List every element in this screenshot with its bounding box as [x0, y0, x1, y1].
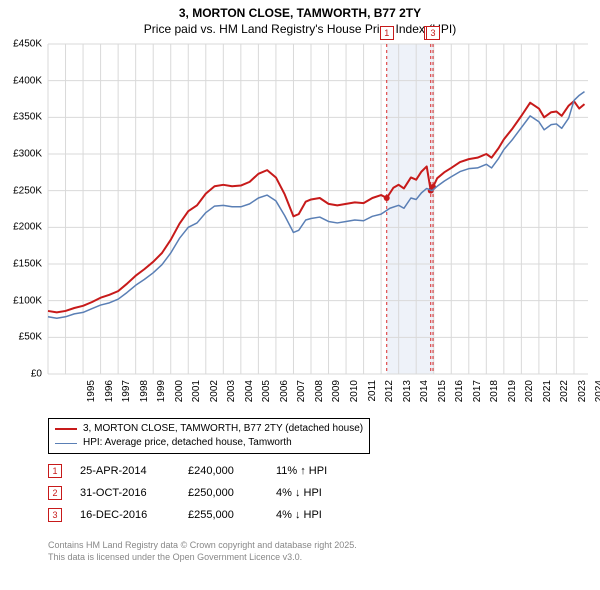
transaction-marker: 1: [48, 464, 62, 478]
x-tick-label: 2023: [577, 380, 588, 420]
y-tick-label: £300K: [0, 149, 42, 160]
x-tick-label: 2005: [261, 380, 272, 420]
x-tick-label: 2002: [209, 380, 220, 420]
x-tick-label: 2019: [507, 380, 518, 420]
x-tick-label: 2016: [454, 380, 465, 420]
legend-swatch: [55, 428, 77, 430]
x-tick-label: 2003: [226, 380, 237, 420]
x-tick-label: 2006: [279, 380, 290, 420]
y-tick-label: £100K: [0, 295, 42, 306]
footnote-line1: Contains HM Land Registry data © Crown c…: [48, 540, 357, 552]
x-tick-label: 2000: [174, 380, 185, 420]
x-tick-label: 1996: [104, 380, 115, 420]
legend-swatch: [55, 443, 77, 444]
chart-container: { "title_line1": "3, MORTON CLOSE, TAMWO…: [0, 0, 600, 590]
legend-item: HPI: Average price, detached house, Tamw…: [55, 436, 363, 450]
chart-marker-1: 1: [380, 26, 394, 40]
transaction-delta: 4% ↓ HPI: [276, 487, 356, 499]
transaction-delta: 4% ↓ HPI: [276, 509, 356, 521]
y-tick-label: £0: [0, 369, 42, 380]
transactions-table: 1 25-APR-2014 £240,000 11% ↑ HPI 2 31-OCT-201…: [48, 460, 356, 526]
x-tick-label: 2017: [472, 380, 483, 420]
y-tick-label: £450K: [0, 39, 42, 50]
x-tick-label: 2001: [191, 380, 202, 420]
line-chart: [0, 0, 600, 420]
x-tick-label: 1995: [86, 380, 97, 420]
x-tick-label: 1998: [139, 380, 150, 420]
transaction-row: 3 16-DEC-2016 £255,000 4% ↓ HPI: [48, 504, 356, 526]
y-tick-label: £350K: [0, 112, 42, 123]
legend-label: 3, MORTON CLOSE, TAMWORTH, B77 2TY (deta…: [83, 422, 363, 436]
y-tick-label: £50K: [0, 332, 42, 343]
x-tick-label: 2018: [489, 380, 500, 420]
transaction-row: 2 31-OCT-2016 £250,000 4% ↓ HPI: [48, 482, 356, 504]
transaction-price: £255,000: [188, 509, 258, 521]
x-tick-label: 2013: [402, 380, 413, 420]
x-tick-label: 2012: [384, 380, 395, 420]
y-tick-label: £150K: [0, 259, 42, 270]
transaction-row: 1 25-APR-2014 £240,000 11% ↑ HPI: [48, 460, 356, 482]
chart-marker-3: 3: [426, 26, 440, 40]
legend-item: 3, MORTON CLOSE, TAMWORTH, B77 2TY (deta…: [55, 422, 363, 436]
transaction-price: £240,000: [188, 465, 258, 477]
y-tick-label: £200K: [0, 222, 42, 233]
x-tick-label: 2007: [296, 380, 307, 420]
transaction-delta: 11% ↑ HPI: [276, 465, 356, 477]
x-tick-label: 2014: [419, 380, 430, 420]
x-tick-label: 2011: [367, 380, 378, 420]
transaction-price: £250,000: [188, 487, 258, 499]
x-tick-label: 2004: [244, 380, 255, 420]
y-tick-label: £400K: [0, 75, 42, 86]
x-tick-label: 2015: [437, 380, 448, 420]
x-tick-label: 2020: [524, 380, 535, 420]
x-tick-label: 2024: [594, 380, 600, 420]
transaction-date: 16-DEC-2016: [80, 509, 170, 521]
transaction-marker: 3: [48, 508, 62, 522]
x-tick-label: 1997: [121, 380, 132, 420]
x-tick-label: 2008: [314, 380, 325, 420]
x-tick-label: 1999: [156, 380, 167, 420]
x-tick-label: 2009: [331, 380, 342, 420]
y-tick-label: £250K: [0, 185, 42, 196]
transaction-marker: 2: [48, 486, 62, 500]
legend-label: HPI: Average price, detached house, Tamw…: [83, 436, 292, 450]
x-tick-label: 2022: [559, 380, 570, 420]
x-tick-label: 2010: [349, 380, 360, 420]
copyright-footnote: Contains HM Land Registry data © Crown c…: [48, 540, 357, 563]
transaction-date: 31-OCT-2016: [80, 487, 170, 499]
chart-legend: 3, MORTON CLOSE, TAMWORTH, B77 2TY (deta…: [48, 418, 370, 454]
footnote-line2: This data is licensed under the Open Gov…: [48, 552, 357, 564]
transaction-date: 25-APR-2014: [80, 465, 170, 477]
x-tick-label: 2021: [542, 380, 553, 420]
